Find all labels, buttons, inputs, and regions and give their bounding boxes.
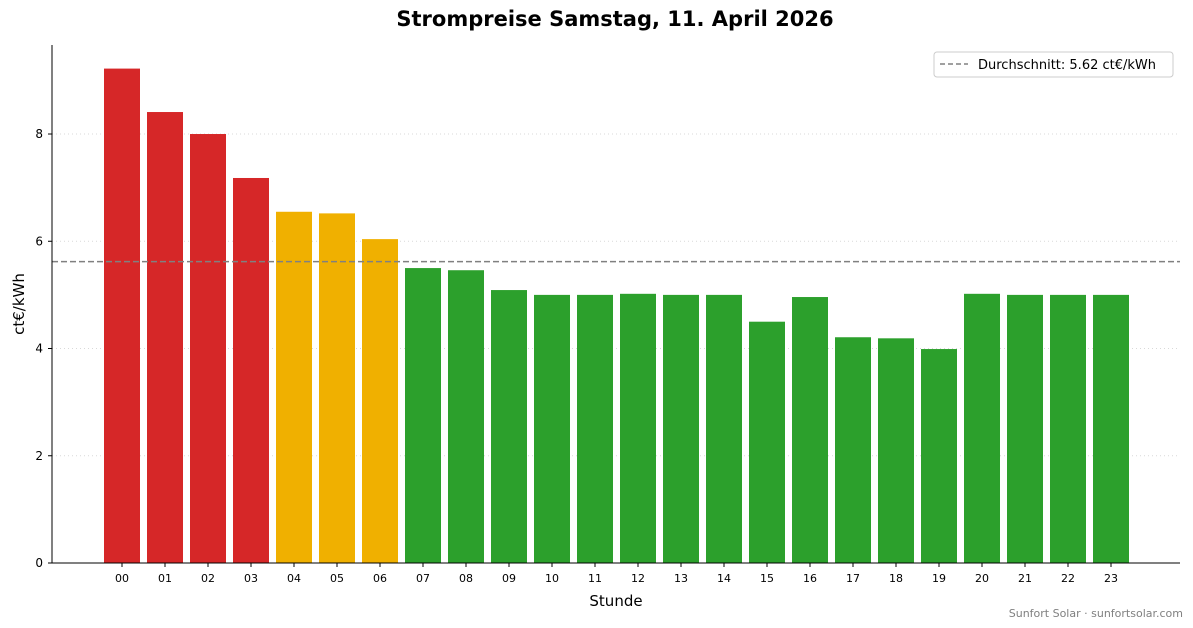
y-ticks: 0 2 4 6 8: [35, 127, 52, 570]
bar-12: [620, 293, 656, 563]
bar-15: [749, 321, 785, 563]
bar-04: [276, 211, 312, 563]
x-tick-label-17: 17: [846, 572, 860, 585]
credit-text: Sunfort Solar · sunfortsolar.com: [1009, 607, 1183, 620]
bar-18: [878, 338, 914, 563]
bar-06: [362, 239, 398, 563]
x-tick-label-01: 01: [158, 572, 172, 585]
y-tick-label: 6: [35, 234, 43, 248]
x-tick-label-11: 11: [588, 572, 602, 585]
y-tick-label: 8: [35, 127, 43, 141]
x-tick-label-04: 04: [287, 572, 301, 585]
x-tick-label-08: 08: [459, 572, 473, 585]
x-tick-label-15: 15: [760, 572, 774, 585]
x-tick-label-19: 19: [932, 572, 946, 585]
bar-17: [835, 337, 871, 563]
bar-01: [147, 112, 183, 563]
x-tick-label-03: 03: [244, 572, 258, 585]
x-tick-label-22: 22: [1061, 572, 1075, 585]
x-tick-label-23: 23: [1104, 572, 1118, 585]
bar-23: [1093, 294, 1129, 563]
legend: Durchschnitt: 5.62 ct€/kWh: [933, 51, 1174, 78]
bar-21: [1007, 294, 1043, 563]
x-tick-label-06: 06: [373, 572, 387, 585]
bar-series: [104, 68, 1129, 563]
x-tick-label-00: 00: [115, 572, 129, 585]
bar-05: [319, 213, 355, 563]
bar-08: [448, 270, 484, 563]
bar-02: [190, 134, 226, 563]
bar-20: [964, 293, 1000, 563]
bar-03: [233, 177, 269, 563]
y-tick-label: 2: [35, 449, 43, 463]
x-tick-label-09: 09: [502, 572, 516, 585]
bar-09: [491, 290, 527, 563]
x-tick-label-20: 20: [975, 572, 989, 585]
y-axis-label: ct€/kWh: [10, 273, 28, 335]
bar-11: [577, 294, 613, 563]
legend-average-label: Durchschnitt: 5.62 ct€/kWh: [978, 58, 1156, 73]
bar-07: [405, 268, 441, 563]
x-tick-label-13: 13: [674, 572, 688, 585]
x-tick-label-21: 21: [1018, 572, 1032, 585]
x-axis-label: Stunde: [589, 592, 642, 610]
bar-14: [706, 294, 742, 563]
x-tick-label-07: 07: [416, 572, 430, 585]
bar-22: [1050, 294, 1086, 563]
bar-16: [792, 297, 828, 563]
bar-13: [663, 294, 699, 563]
bar-10: [534, 294, 570, 563]
x-tick-label-16: 16: [803, 572, 817, 585]
bar-19: [921, 349, 957, 563]
bar-00: [104, 68, 140, 563]
x-ticks: 00 01 02 03 04 05 06 07 08 09 10 11 12 13 14 15 16 17 18 19…: [115, 563, 1118, 585]
chart-title: Strompreise Samstag, 11. April 2026: [396, 7, 833, 31]
x-tick-label-14: 14: [717, 572, 731, 585]
legend-box: [933, 51, 1174, 78]
x-tick-label-12: 12: [631, 572, 645, 585]
y-tick-label: 4: [35, 342, 43, 356]
y-tick-label: 0: [35, 556, 43, 570]
axes: [51, 45, 1180, 564]
x-tick-label-02: 02: [201, 572, 215, 585]
x-tick-label-18: 18: [889, 572, 903, 585]
x-tick-label-05: 05: [330, 572, 344, 585]
x-tick-label-10: 10: [545, 572, 559, 585]
